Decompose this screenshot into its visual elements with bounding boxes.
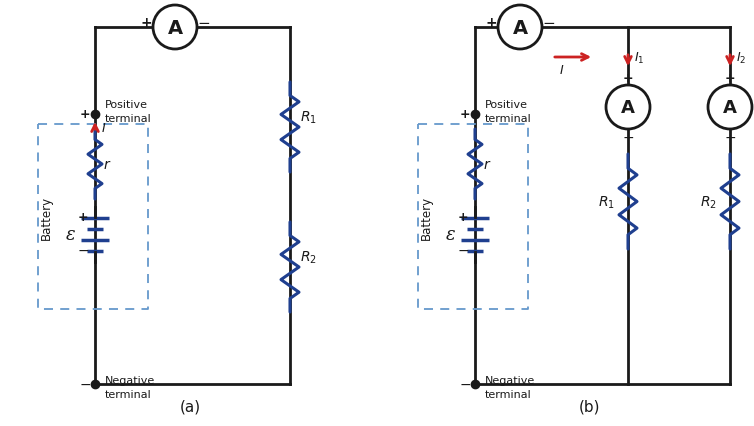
Text: $R_1$: $R_1$ xyxy=(598,194,615,210)
Text: +: + xyxy=(460,108,470,121)
Circle shape xyxy=(153,6,197,50)
Text: $R_1$: $R_1$ xyxy=(300,109,317,126)
Text: Battery: Battery xyxy=(39,195,53,239)
Text: +: + xyxy=(78,211,88,224)
Text: $I_2$: $I_2$ xyxy=(736,50,746,66)
Text: A: A xyxy=(513,18,528,37)
Text: −: − xyxy=(457,243,469,257)
Text: $R_2$: $R_2$ xyxy=(300,249,317,265)
Text: I: I xyxy=(560,63,564,76)
Text: (a): (a) xyxy=(179,399,201,414)
Text: +: + xyxy=(725,71,735,84)
Text: +: + xyxy=(485,16,497,30)
Text: −: − xyxy=(79,377,90,391)
Text: r: r xyxy=(484,158,490,172)
Text: ε: ε xyxy=(446,226,456,244)
Text: ε: ε xyxy=(66,226,76,244)
Text: +: + xyxy=(458,211,468,224)
Text: Negative
terminal: Negative terminal xyxy=(485,375,535,399)
Circle shape xyxy=(606,86,650,130)
Text: +: + xyxy=(80,108,90,121)
Text: r: r xyxy=(104,158,110,172)
Text: +: + xyxy=(140,16,152,30)
Text: +: + xyxy=(623,71,633,84)
Text: A: A xyxy=(167,18,182,37)
Text: Battery: Battery xyxy=(419,195,433,239)
Text: (b): (b) xyxy=(579,399,601,414)
Text: Positive
terminal: Positive terminal xyxy=(105,100,152,123)
Circle shape xyxy=(708,86,752,130)
Text: −: − xyxy=(543,15,556,30)
Text: −: − xyxy=(724,131,736,145)
Text: −: − xyxy=(198,15,210,30)
Text: Positive
terminal: Positive terminal xyxy=(485,100,532,123)
Text: −: − xyxy=(77,243,89,257)
Text: $I_1$: $I_1$ xyxy=(634,50,645,66)
Text: A: A xyxy=(723,99,737,117)
Text: Negative
terminal: Negative terminal xyxy=(105,375,155,399)
Text: −: − xyxy=(622,131,634,145)
Text: −: − xyxy=(459,377,470,391)
Text: I: I xyxy=(102,121,106,134)
Text: A: A xyxy=(621,99,635,117)
Circle shape xyxy=(498,6,542,50)
Text: $R_2$: $R_2$ xyxy=(700,194,717,210)
